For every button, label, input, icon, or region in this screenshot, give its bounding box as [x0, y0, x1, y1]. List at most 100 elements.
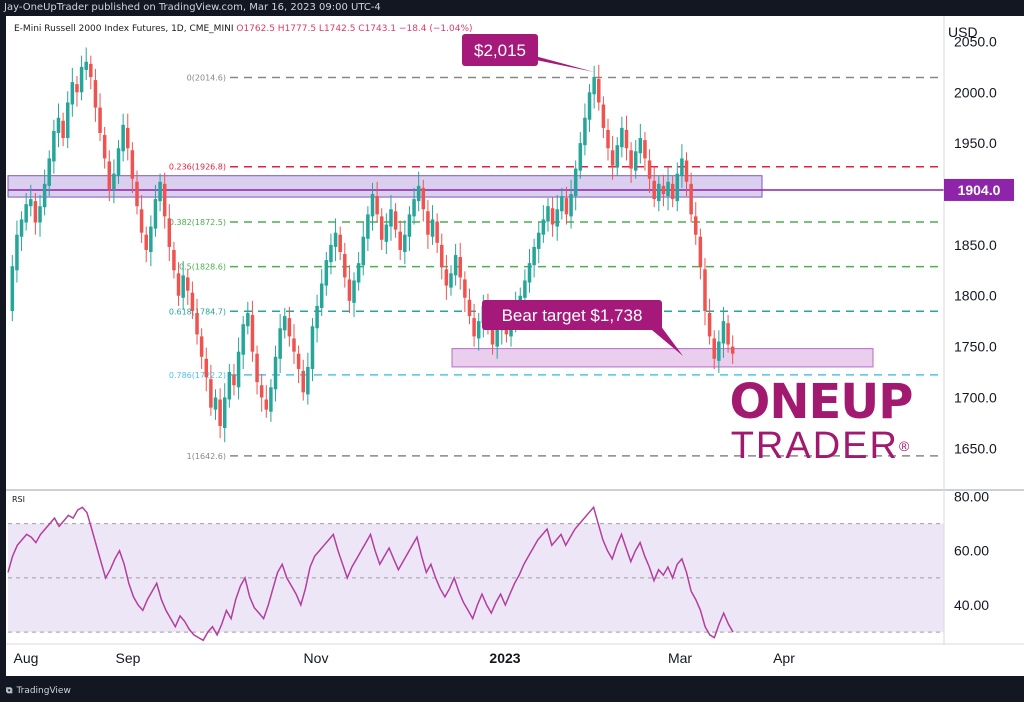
candle-body [684, 160, 689, 182]
candle-body [158, 181, 162, 202]
rsi-axis-tick: 80.00 [954, 488, 989, 504]
candle-body [236, 351, 241, 388]
resistance-price-tag: 1904.0 [958, 182, 1001, 198]
candle-body [550, 208, 555, 225]
candle-body [615, 145, 619, 168]
resistance-zone [7, 175, 763, 198]
publisher-header: Jay-OneUpTrader published on TradingView… [4, 2, 381, 13]
candle-body [112, 173, 116, 189]
candle-body [698, 236, 703, 268]
candle-body [532, 246, 536, 266]
candle-body [29, 199, 33, 207]
candle-body [495, 328, 499, 347]
rsi-axis-tick: 60.00 [954, 543, 989, 559]
candle-body [278, 328, 282, 359]
candle-body [407, 214, 412, 237]
candle-body [578, 143, 583, 171]
candle-body [670, 183, 675, 200]
candle-body [19, 219, 24, 237]
candle-body [620, 127, 624, 148]
peak-callout-label: $2,015 [474, 41, 526, 60]
candle-body [426, 211, 430, 235]
candle-body [389, 209, 393, 227]
logo-oneup-text: ONEUP [729, 374, 914, 430]
candle-body [306, 366, 310, 395]
candle-body [107, 161, 112, 189]
candle-body [643, 140, 647, 159]
bear-callout-bg [482, 300, 662, 330]
candle-body [264, 399, 269, 410]
candle-body [333, 232, 338, 247]
logo-trader-text: TRADER [730, 425, 899, 467]
candle-body [42, 183, 47, 208]
candle-body [98, 107, 102, 133]
candle-body [472, 318, 476, 337]
candle-body [647, 160, 652, 179]
price-axis-tick: 1950.0 [954, 135, 997, 151]
candle-body [135, 181, 139, 207]
candle-body [666, 181, 670, 197]
candle-body [343, 254, 347, 278]
candle-body [384, 224, 389, 242]
time-axis-tick: Aug [14, 650, 39, 666]
price-panel[interactable]: 0(2014.6) 0.236(1926.8) 0.382(1872.5) 0.5(1… [7, 47, 944, 461]
candle-body [721, 321, 726, 344]
candle-body [213, 397, 218, 410]
candle-body [259, 385, 264, 398]
candle-body [222, 397, 227, 428]
candle-body [218, 399, 222, 426]
candle-body [560, 196, 564, 212]
candle-body [629, 150, 633, 169]
candle-body [75, 84, 79, 93]
candle-body [319, 283, 324, 308]
time-axis-tick: Apr [773, 650, 795, 666]
candle-body [310, 326, 315, 369]
candle-body [269, 387, 273, 412]
candle-body [703, 269, 707, 311]
price-axis-tick: 1700.0 [954, 389, 997, 405]
fib-level-label: 0.5(1828.6) [179, 263, 226, 272]
candle-body [130, 150, 135, 179]
support-zone [451, 348, 874, 368]
candle-body [730, 346, 735, 354]
symbol-name: E-Mini Russell 2000 Index Futures, 1D, C… [14, 24, 234, 34]
candle-body [79, 66, 84, 93]
candle-body [421, 187, 426, 210]
candle-body [102, 135, 107, 159]
rsi-panel[interactable]: RSI [7, 495, 944, 642]
candle-body [10, 266, 15, 311]
candle-body [592, 77, 596, 95]
candle-body [476, 321, 481, 339]
price-axis-tick: 1650.0 [954, 440, 997, 456]
candle-body [352, 280, 356, 303]
candle-body [597, 79, 601, 103]
candle-body [564, 198, 569, 215]
annotations: 1904.0 $2,015 Bear target $1,738 [462, 34, 1014, 356]
symbol-legend: E-Mini Russell 2000 Index Futures, 1D, C… [14, 24, 473, 34]
candle-body [689, 183, 693, 215]
candle-body [398, 231, 402, 250]
candle-body [89, 63, 93, 78]
candle-body [555, 209, 559, 227]
candle-body [149, 226, 153, 252]
candle-body [126, 127, 130, 149]
candle-body [435, 221, 439, 243]
candle-body [463, 279, 467, 298]
candle-body [65, 102, 70, 139]
price-axis-tick: 1800.0 [954, 288, 997, 304]
candle-body [241, 324, 245, 355]
fib-level-label: 0.236(1926.8) [169, 163, 226, 172]
candle-body [370, 194, 375, 217]
candle-body [416, 185, 421, 202]
candle-body [287, 318, 292, 337]
candle-body [541, 219, 546, 235]
price-axis-tick: 1850.0 [954, 237, 997, 253]
candle-body [440, 244, 444, 268]
candle-body [356, 263, 361, 283]
candle-body [329, 244, 333, 263]
candle-body [181, 275, 185, 298]
candle-body [361, 236, 366, 266]
fib-level-label: 0.786(1722.2) [169, 371, 226, 380]
candle-body [403, 234, 407, 252]
